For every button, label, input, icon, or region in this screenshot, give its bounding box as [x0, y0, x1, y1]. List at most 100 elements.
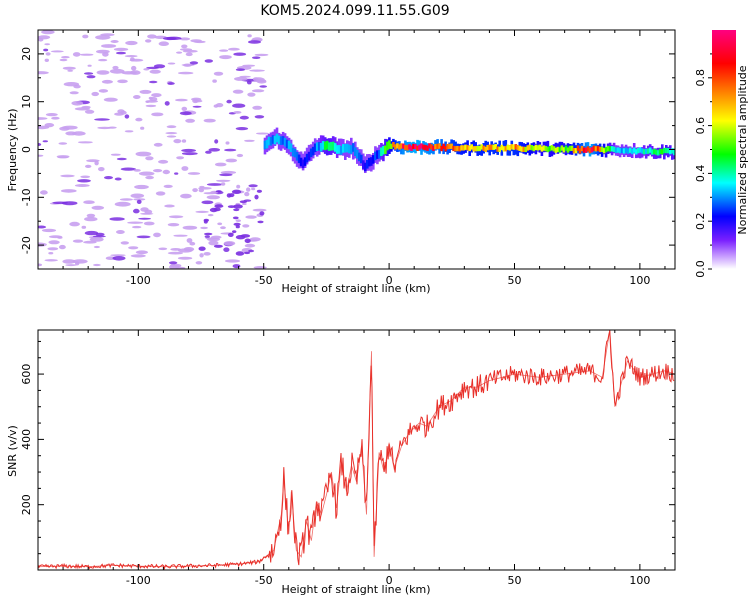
ridge-core-cell: [552, 146, 556, 152]
ridge-core-cell: [368, 157, 371, 167]
noise-blob: [96, 70, 110, 75]
ridge-core-cell: [422, 144, 425, 150]
ridge-core-cell: [291, 147, 295, 157]
noise-blob: [175, 266, 186, 269]
ridge-core-cell: [337, 145, 341, 154]
ridge-halo-cell: [416, 139, 419, 151]
noise-blob: [51, 116, 60, 120]
ridge-halo-cell: [671, 149, 674, 160]
ridge-core-cell: [616, 147, 620, 153]
ridge-core-cell: [420, 143, 423, 149]
ridge-core-cell: [518, 145, 522, 151]
noise-blob: [164, 101, 170, 106]
noise-blob: [231, 189, 242, 194]
noise-blob: [98, 89, 109, 93]
colorbar-tick-label: 0.4: [694, 165, 707, 183]
ridge-core-cell: [269, 137, 273, 146]
noise-blob: [199, 253, 204, 258]
noise-blob: [38, 143, 42, 146]
noise-blob: [259, 211, 265, 216]
ridge-core-cell: [287, 140, 291, 150]
noise-blob: [145, 156, 154, 161]
noise-blob: [181, 139, 187, 143]
noise-blob: [254, 115, 265, 119]
noise-blob: [235, 68, 245, 71]
noise-blob: [83, 240, 97, 244]
noise-blob: [125, 40, 138, 46]
ridge-core-cell: [265, 139, 269, 149]
ridge-core-cell: [432, 145, 435, 151]
ridge-core-cell: [663, 147, 666, 154]
snr-x-axis-label: Height of straight line (km): [281, 583, 430, 596]
ridge-core-cell: [460, 145, 463, 151]
noise-blob: [41, 228, 57, 233]
ridge-core-cell: [478, 145, 481, 152]
noise-blob: [91, 205, 105, 210]
ridge-core-cell: [438, 143, 441, 149]
noise-blob: [181, 148, 197, 153]
noise-blob: [91, 91, 99, 97]
noise-blob: [62, 259, 76, 264]
noise-blob: [179, 111, 192, 116]
ridge-core-cell: [514, 144, 518, 150]
ridge-core-cell: [335, 145, 339, 154]
noise-blob: [193, 40, 206, 44]
ridge-core-cell: [275, 133, 279, 143]
ridge-core-cell: [628, 147, 632, 153]
ridge-core-cell: [544, 146, 548, 152]
ridge-core-cell: [452, 145, 455, 152]
spectrogram-x-axis-label: Height of straight line (km): [281, 282, 430, 295]
ridge-core-cell: [372, 155, 375, 164]
noise-blob: [236, 184, 241, 189]
noise-blob: [143, 221, 155, 226]
ridge-core-cell: [412, 143, 415, 150]
noise-blob: [109, 217, 125, 221]
noise-blob: [130, 254, 146, 258]
noise-blob: [60, 189, 77, 193]
ridge-core-cell: [279, 136, 283, 145]
noise-blob: [116, 157, 127, 161]
ridge-core-cell: [582, 147, 586, 153]
snr-x-ticks: -100 -50 0 50 100: [37, 330, 666, 587]
ridge-core-cell: [394, 144, 397, 150]
noise-blob: [249, 69, 265, 72]
noise-blob: [48, 252, 54, 255]
ridge-halo-cell: [550, 145, 554, 157]
noise-blob: [130, 193, 145, 199]
ridge-core-cell: [600, 146, 604, 152]
noise-blob: [175, 98, 188, 102]
noise-blob: [244, 243, 256, 248]
noise-blob: [62, 125, 78, 130]
ridge-halo-cell: [663, 148, 666, 160]
noise-blob: [246, 80, 252, 85]
noise-blob: [94, 118, 110, 121]
noise-blob: [38, 154, 44, 157]
ridge-core-cell: [466, 145, 469, 151]
noise-blob: [256, 189, 262, 193]
noise-blob: [74, 184, 90, 187]
ridge-core-cell: [362, 160, 365, 169]
ridge-core-cell: [309, 148, 313, 158]
x-tick-label: 50: [507, 274, 521, 287]
ridge-core-cell: [273, 135, 277, 145]
noise-blob: [254, 53, 269, 57]
noise-blob: [131, 65, 137, 71]
noise-blob: [84, 72, 94, 75]
y-tick-label: 20: [20, 47, 33, 61]
noise-blob: [133, 169, 141, 172]
noise-blob: [233, 204, 243, 209]
noise-blob: [146, 66, 160, 70]
ridge-core-cell: [640, 148, 644, 154]
noise-blob: [134, 184, 149, 190]
ridge-core-cell: [295, 152, 299, 161]
ridge-core-cell: [410, 145, 413, 151]
noise-blob: [177, 256, 193, 260]
ridge-halo-cell: [420, 144, 423, 155]
noise-blob: [61, 56, 70, 59]
noise-blob: [116, 51, 126, 55]
noise-blob: [153, 169, 163, 173]
noise-blob: [224, 148, 237, 152]
ridge-core-cell: [380, 147, 383, 156]
ridge-core-cell: [671, 148, 674, 154]
x-tick-label: 0: [386, 574, 393, 587]
